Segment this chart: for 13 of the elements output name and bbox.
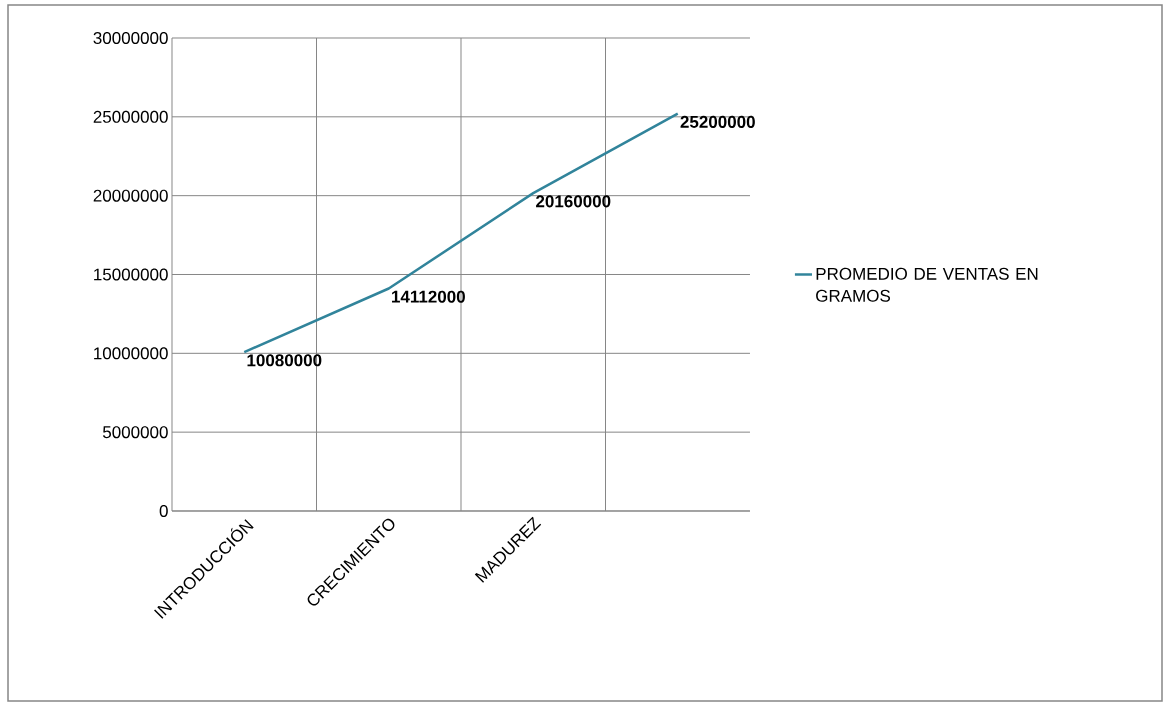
data-label: 10080000: [247, 354, 322, 367]
y-tick-label: 5000000: [102, 426, 168, 439]
data-label: 20160000: [536, 195, 611, 208]
y-tick-label: 30000000: [93, 31, 168, 45]
legend-label: PROMEDIO DE VENTAS EN GRAMOS: [816, 267, 1038, 302]
y-tick-label: 15000000: [94, 268, 168, 281]
y-tick-label: 10000000: [94, 347, 168, 360]
data-label: 25200000: [680, 115, 755, 128]
y-tick-label: 20000000: [93, 189, 168, 202]
line-series: [243, 112, 679, 354]
data-label: 14112000: [392, 290, 465, 303]
y-tick-label: 0: [159, 504, 168, 518]
y-tick-label: 25000000: [93, 110, 168, 123]
